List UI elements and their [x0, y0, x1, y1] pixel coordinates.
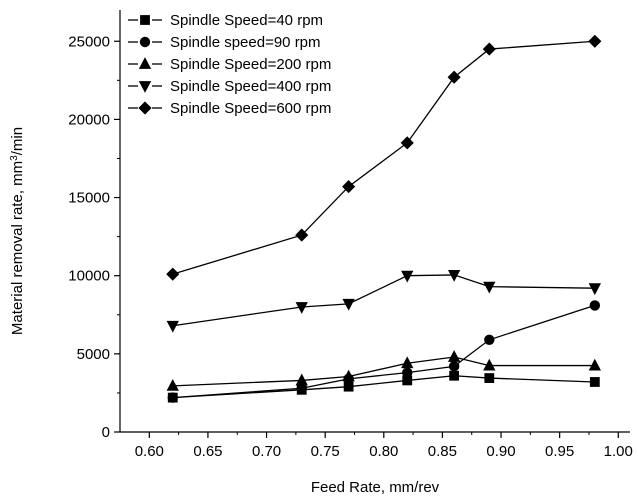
legend-entry: Spindle speed=90 rpm — [128, 34, 321, 51]
data-point — [342, 298, 355, 311]
data-point — [166, 320, 179, 333]
y-tick-label: 0 — [102, 424, 110, 441]
legend-entry: Spindle Speed=40 rpm — [128, 12, 323, 29]
legend-label: Spindle Speed=600 rpm — [170, 100, 331, 117]
series-line — [172, 375, 595, 399]
x-tick-label: 0.70 — [252, 443, 281, 460]
y-axis-label-suffix: /min — [9, 127, 26, 155]
legend-marker — [140, 15, 150, 25]
plot-area — [166, 34, 602, 403]
data-point — [484, 373, 495, 383]
data-point — [482, 42, 496, 56]
legend-label: Spindle Speed=40 rpm — [170, 12, 323, 29]
data-point — [342, 369, 355, 382]
x-tick-label: 0.90 — [486, 443, 515, 460]
series-3 — [166, 350, 601, 391]
legend-marker — [139, 36, 151, 48]
x-tick-label: 0.85 — [428, 443, 457, 460]
data-point — [483, 358, 496, 371]
series-5 — [166, 34, 602, 281]
y-tick-label: 25000 — [68, 33, 110, 50]
data-point — [400, 136, 414, 150]
y-tick-label: 5000 — [77, 346, 110, 363]
x-tick-label: 0.60 — [135, 443, 164, 460]
legend-label: Spindle Speed=200 rpm — [170, 56, 331, 73]
series-line — [172, 40, 595, 275]
data-point — [167, 392, 178, 403]
series-4 — [166, 270, 601, 333]
data-point — [401, 356, 414, 369]
x-tick-label: 0.95 — [545, 443, 574, 460]
series-2 — [167, 300, 601, 403]
data-point — [447, 70, 461, 84]
legend-marker — [138, 101, 152, 115]
data-point — [295, 373, 308, 386]
data-point — [588, 283, 601, 296]
x-axis-label: Feed Rate, mm/rev — [311, 479, 440, 496]
data-point — [401, 270, 414, 283]
data-point — [447, 350, 461, 362]
legend-label: Spindle speed=90 rpm — [170, 34, 321, 51]
data-point — [483, 281, 496, 294]
data-point — [449, 370, 460, 381]
legend-entry: Spindle Speed=600 rpm — [128, 100, 331, 117]
data-point — [588, 358, 601, 371]
series-1 — [167, 370, 600, 403]
data-point — [402, 367, 413, 378]
axes: 0.60 0.65 0.70 0.75 0.80 0.85 0.90 0.95 1.00 0 500… — [68, 10, 633, 460]
data-point — [589, 300, 601, 311]
x-tick-label: 1.00 — [604, 443, 633, 460]
y-tick-label: 20000 — [68, 111, 110, 128]
data-point — [166, 267, 180, 281]
legend: Spindle Speed=40 rpm Spindle speed=90 rpm… — [128, 12, 331, 117]
y-axis-label: Material removal rate, mm3/min — [9, 127, 27, 335]
data-point — [295, 302, 308, 314]
data-point — [342, 180, 356, 194]
y-tick-label: 10000 — [68, 268, 110, 285]
y-tick-label: 15000 — [68, 190, 110, 207]
data-point — [589, 377, 600, 387]
data-point — [447, 270, 461, 282]
x-tick-label: 0.80 — [369, 443, 398, 460]
legend-label: Spindle Speed=400 rpm — [170, 78, 331, 95]
series-line — [172, 356, 595, 387]
legend-marker — [138, 57, 152, 69]
series-line — [172, 274, 595, 327]
data-point — [588, 34, 602, 48]
data-point — [295, 228, 309, 242]
data-point — [448, 361, 460, 372]
data-point — [484, 334, 495, 345]
y-axis-label-prefix: Material removal rate, mm — [9, 161, 26, 335]
legend-entry: Spindle Speed=200 rpm — [128, 56, 331, 73]
legend-entry: Spindle Speed=400 rpm — [128, 78, 331, 95]
data-point — [166, 379, 179, 391]
x-tick-label: 0.65 — [193, 443, 222, 460]
legend-marker — [138, 81, 152, 93]
y-axis-label-superscript: 3 — [9, 155, 20, 161]
x-tick-label: 0.75 — [311, 443, 340, 460]
